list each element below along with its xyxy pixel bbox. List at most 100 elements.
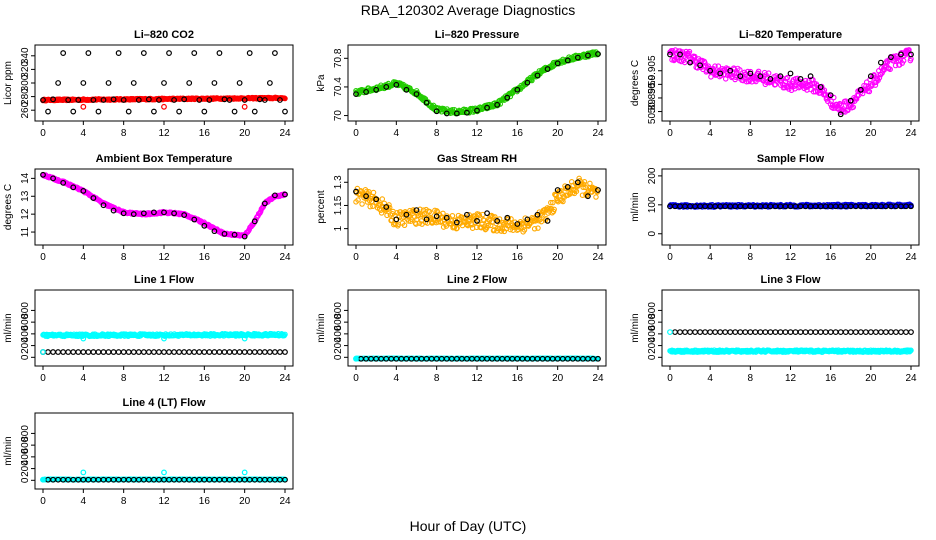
data-point-averages — [140, 349, 147, 355]
data-point-dense — [876, 74, 883, 81]
data-point-averages — [702, 329, 709, 336]
data-point-averages — [145, 96, 152, 103]
data-point-dense — [872, 82, 879, 88]
data-point-averages — [110, 96, 117, 103]
data-point-averages — [115, 349, 122, 355]
data-point-averages — [140, 210, 147, 217]
data-point-averages — [145, 349, 152, 355]
data-point-averages — [807, 329, 814, 336]
y-tick-label: 70 — [333, 110, 344, 122]
y-tick-label: 0 — [20, 354, 31, 360]
data-point-dense — [686, 48, 693, 55]
data-point-averages — [196, 349, 203, 355]
data-point-dense — [517, 221, 523, 227]
data-point-dense — [743, 78, 750, 85]
data-point-averages — [677, 51, 683, 58]
data-point-averages — [191, 349, 198, 355]
data-point-dense — [900, 57, 907, 64]
data-point-averages — [672, 329, 678, 336]
data-point-averages — [272, 349, 278, 355]
x-tick-label: 16 — [199, 496, 211, 507]
y-axis-title: ml/min — [630, 192, 641, 221]
data-point-averages — [206, 97, 213, 103]
data-point-averages — [120, 97, 127, 103]
x-tick-label: 12 — [158, 128, 170, 139]
data-point-averages — [867, 73, 874, 80]
x-tick-label: 20 — [865, 128, 877, 139]
y-axis-title: ml/min — [3, 313, 14, 342]
data-point-dense — [454, 225, 460, 231]
data-point-averages — [171, 349, 177, 355]
x-tick-label: 24 — [592, 373, 604, 384]
data-point-averages — [282, 349, 288, 355]
data-point-dense — [692, 53, 698, 60]
data-point-averages — [413, 207, 420, 213]
data-point-averages — [246, 50, 253, 56]
data-point-averages — [65, 349, 72, 355]
data-point-averages — [908, 203, 914, 210]
data-point-averages — [201, 108, 208, 115]
plot-area — [667, 201, 914, 210]
data-point-dense — [535, 225, 541, 231]
data-point-dense — [386, 204, 393, 211]
data-point-averages — [50, 349, 56, 355]
data-point-dense — [367, 203, 373, 210]
x-tick-label: 0 — [667, 128, 673, 139]
data-point-averages — [226, 349, 233, 355]
data-point-averages — [125, 108, 132, 115]
data-point-outliers — [161, 469, 167, 476]
data-point-averages — [211, 80, 218, 86]
x-tick-label: 4 — [707, 252, 713, 263]
data-point-dense — [765, 70, 772, 76]
data-point-dense — [521, 227, 528, 233]
data-point-dense — [417, 206, 423, 213]
data-point-averages — [782, 329, 789, 336]
data-point-averages — [216, 349, 223, 355]
y-tick-label: 800 — [20, 302, 31, 319]
y-tick-label: 50.89 — [647, 99, 658, 124]
data-point-averages — [70, 184, 77, 191]
data-point-dense — [476, 212, 483, 219]
plot-area — [40, 171, 288, 240]
y-tick-label: 70.4 — [333, 77, 344, 97]
data-point-dense — [431, 212, 437, 219]
data-point-averages — [812, 329, 819, 336]
plot-frame — [347, 289, 607, 367]
data-point-averages — [787, 329, 794, 336]
plot-area — [353, 355, 601, 362]
x-tick-label: 16 — [199, 128, 211, 139]
data-point-averages — [55, 80, 62, 86]
panel-title: Li–820 Pressure — [435, 29, 519, 41]
data-point-averages — [70, 108, 77, 115]
plot-area — [40, 50, 288, 115]
data-point-averages — [817, 84, 824, 90]
data-point-dense — [490, 213, 496, 220]
x-tick-label: 20 — [865, 373, 877, 384]
x-tick-label: 16 — [199, 373, 211, 384]
data-point-averages — [373, 86, 380, 93]
data-point-averages — [241, 233, 248, 240]
y-tick-label: 600 — [333, 313, 344, 330]
x-tick-label: 16 — [825, 128, 837, 139]
data-point-dense — [580, 184, 586, 191]
data-point-dense — [740, 77, 746, 84]
data-point-averages — [903, 329, 909, 336]
data-point-outliers — [161, 103, 167, 110]
y-tick-label: 12 — [20, 208, 31, 220]
data-point-averages — [80, 187, 87, 194]
y-tick-label: 14 — [20, 172, 31, 184]
data-point-dense — [825, 98, 831, 105]
data-point-averages — [877, 59, 884, 66]
data-point-dense — [712, 63, 718, 69]
data-point-averages — [777, 329, 784, 336]
plot-area — [667, 329, 914, 355]
data-point-averages — [181, 96, 188, 103]
data-point-averages — [90, 349, 97, 355]
data-point-averages — [757, 329, 764, 336]
data-point-dense — [492, 214, 498, 220]
data-point-averages — [161, 80, 167, 86]
data-point-averages — [130, 80, 137, 86]
data-point-averages — [40, 171, 46, 178]
plot-area — [667, 47, 914, 118]
data-point-averages — [817, 329, 824, 336]
